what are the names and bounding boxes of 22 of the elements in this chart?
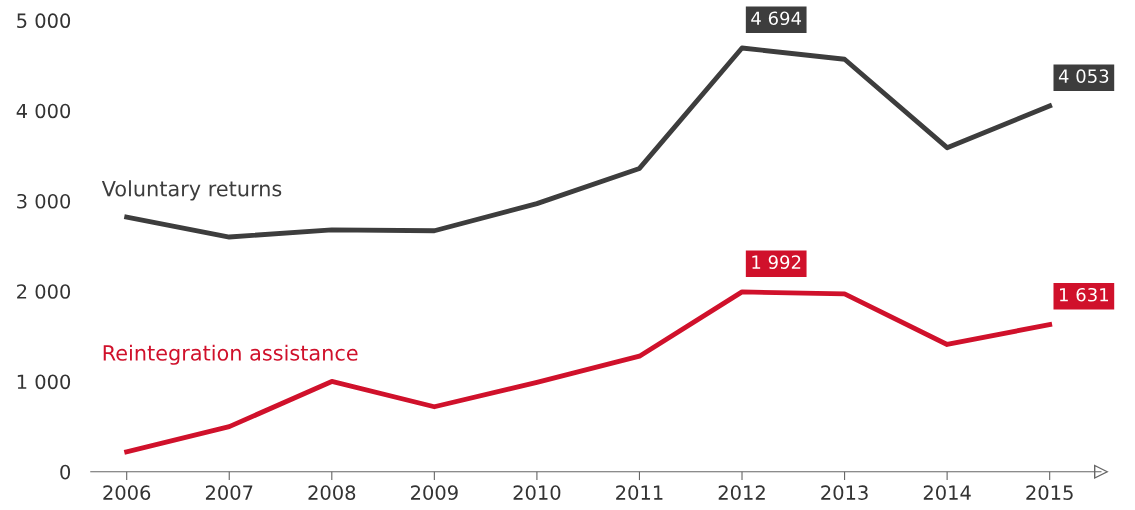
x-tick-label: 2007 xyxy=(205,485,253,500)
y-tick-label: 2 000 xyxy=(17,284,71,299)
y-tick-label: 0 xyxy=(60,464,71,480)
x-tick-label: 2006 xyxy=(103,485,151,500)
x-tick-label: 2011 xyxy=(616,485,663,500)
data-label: 4 694 xyxy=(751,11,802,26)
x-tick-label: 2009 xyxy=(411,485,458,500)
data-label: 1 992 xyxy=(752,255,801,269)
y-tick-label: 1 000 xyxy=(17,374,71,390)
x-tick-label: 2014 xyxy=(923,485,971,500)
x-tick-label: 2008 xyxy=(308,485,356,500)
x-tick-label: 2010 xyxy=(513,485,561,500)
y-tick-label: 4 000 xyxy=(16,103,71,119)
x-tick-label: 2015 xyxy=(1026,485,1073,500)
data-label: 4 053 xyxy=(1058,69,1109,83)
series-label: Reintegration assistance xyxy=(103,344,358,365)
y-tick-label: 5 000 xyxy=(17,13,71,29)
y-tick-label: 3 000 xyxy=(17,193,71,209)
data-label: 1 631 xyxy=(1059,287,1109,302)
x-tick-label: 2013 xyxy=(821,485,868,500)
series-label: Voluntary returns xyxy=(101,180,282,201)
x-tick-label: 2012 xyxy=(718,485,765,500)
